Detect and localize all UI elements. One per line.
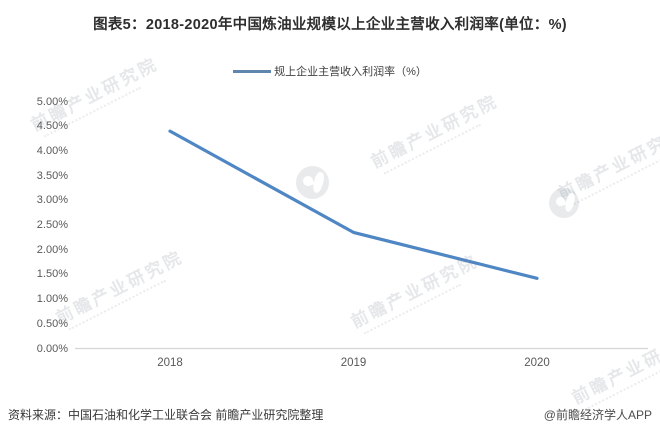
y-tick-label: 1.50% bbox=[36, 268, 68, 281]
legend-line-swatch bbox=[233, 69, 272, 73]
x-axis-labels: 2018 2019 2020 bbox=[0, 357, 660, 373]
series-line bbox=[168, 129, 539, 280]
credit-note: @前瞻经济学人APP bbox=[543, 408, 652, 422]
source-note: 资料来源：中国石油和化学工业联合会 前瞻产业研究院整理 bbox=[8, 408, 324, 422]
x-tick-label: 2020 bbox=[524, 357, 550, 369]
chart-title: 图表5：2018-2020年中国炼油业规模以上企业主营收入利润率(单位：%) bbox=[93, 17, 567, 33]
x-tick-label: 2018 bbox=[157, 357, 183, 369]
legend-label: 规上企业主营收入利润率（%） bbox=[274, 66, 427, 78]
footer: 资料来源：中国石油和化学工业联合会 前瞻产业研究院整理 @前瞻经济学人APP bbox=[8, 406, 652, 423]
watermark-text: 前瞻产业研究院 bbox=[346, 247, 484, 337]
y-tick-label: 3.00% bbox=[36, 194, 68, 207]
watermark-text: 前瞻产业研究院 bbox=[553, 119, 660, 209]
watermark-logo-icon bbox=[549, 188, 579, 218]
y-tick-label: 2.50% bbox=[36, 219, 68, 231]
watermark-text: 前瞻产业研究院 bbox=[366, 87, 504, 177]
y-tick-label: 0.50% bbox=[36, 317, 68, 330]
y-tick-label: 3.50% bbox=[36, 169, 68, 182]
y-tick-label: 5.00% bbox=[36, 95, 68, 108]
y-tick-label: 1.00% bbox=[36, 293, 68, 306]
watermark-text: 前瞻产业研究院 bbox=[51, 243, 189, 333]
x-tick-label: 2019 bbox=[340, 357, 367, 369]
y-tick-label: 2.00% bbox=[36, 243, 68, 256]
watermark-logo-icon bbox=[296, 166, 329, 199]
y-tick-label: 4.00% bbox=[36, 144, 68, 157]
legend: 规上企业主营收入利润率（%） bbox=[0, 63, 660, 79]
y-axis-labels: 0.00% 0.50% 1.00% 1.50% 2.00% 2.50% 3.00% 3.50%… bbox=[20, 0, 68, 441]
y-tick-label: 0.00% bbox=[36, 342, 68, 355]
y-tick-label: 4.50% bbox=[36, 120, 68, 133]
